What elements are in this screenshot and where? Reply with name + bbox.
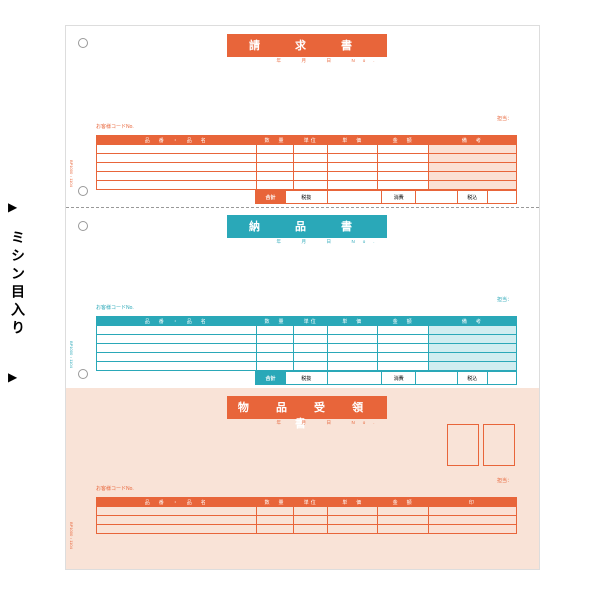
tanto-label: 担当：	[497, 477, 512, 484]
item-table: 品 番 ・ 品 名 数 量 単位 単 価 金 額 備 考	[96, 135, 517, 190]
tanto-label: 担当：	[497, 296, 512, 303]
stamp-area	[447, 424, 517, 472]
section-title: 物 品 受 領 書	[227, 396, 387, 418]
form-page: 請 求 書 年 月 日 No. お客様コードNo. 担当： 品 番 ・ 品 名 …	[65, 25, 540, 570]
totals-row: 合計 税抜 消費 税込	[96, 371, 517, 385]
date-line: 年 月 日 No.	[227, 56, 387, 67]
address-area	[96, 248, 517, 296]
form-code: BP1000・1104	[68, 522, 74, 549]
section-title: 納 品 書	[227, 215, 387, 237]
customer-code-label: お客様コードNo.	[96, 124, 134, 130]
section-1: 請 求 書 年 月 日 No. お客様コードNo. 担当： 品 番 ・ 品 名 …	[66, 26, 539, 207]
form-code: BP1000・1104	[68, 341, 74, 368]
customer-code-label: お客様コードNo.	[96, 305, 134, 311]
address-area	[96, 67, 517, 115]
side-label: ミシン目入り	[8, 230, 28, 338]
section-title: 請 求 書	[227, 34, 387, 56]
customer-code-label: お客様コードNo.	[96, 486, 134, 492]
item-table: 品 番 ・ 品 名 数 量 単位 単 価 金 額 備 考	[96, 316, 517, 371]
tanto-label: 担当：	[497, 115, 512, 122]
item-table: 品 番 ・ 品 名 数 量 単位 単 価 金 額 印	[96, 497, 517, 534]
form-code: BP1000・1104	[68, 160, 74, 187]
perf-arrow-2: ▶	[8, 370, 17, 384]
section-2: 納 品 書 年 月 日 No. お客様コードNo. 担当： 品 番 ・ 品 名 …	[66, 207, 539, 388]
address-area	[96, 429, 517, 477]
perf-arrow-1: ▶	[8, 200, 17, 214]
date-line: 年 月 日 No.	[227, 237, 387, 248]
section-3: 物 品 受 領 書 年 月 日 No. お客様コードNo. 担当： 品 番 ・ …	[66, 388, 539, 569]
totals-row: 合計 税抜 消費 税込	[96, 190, 517, 204]
